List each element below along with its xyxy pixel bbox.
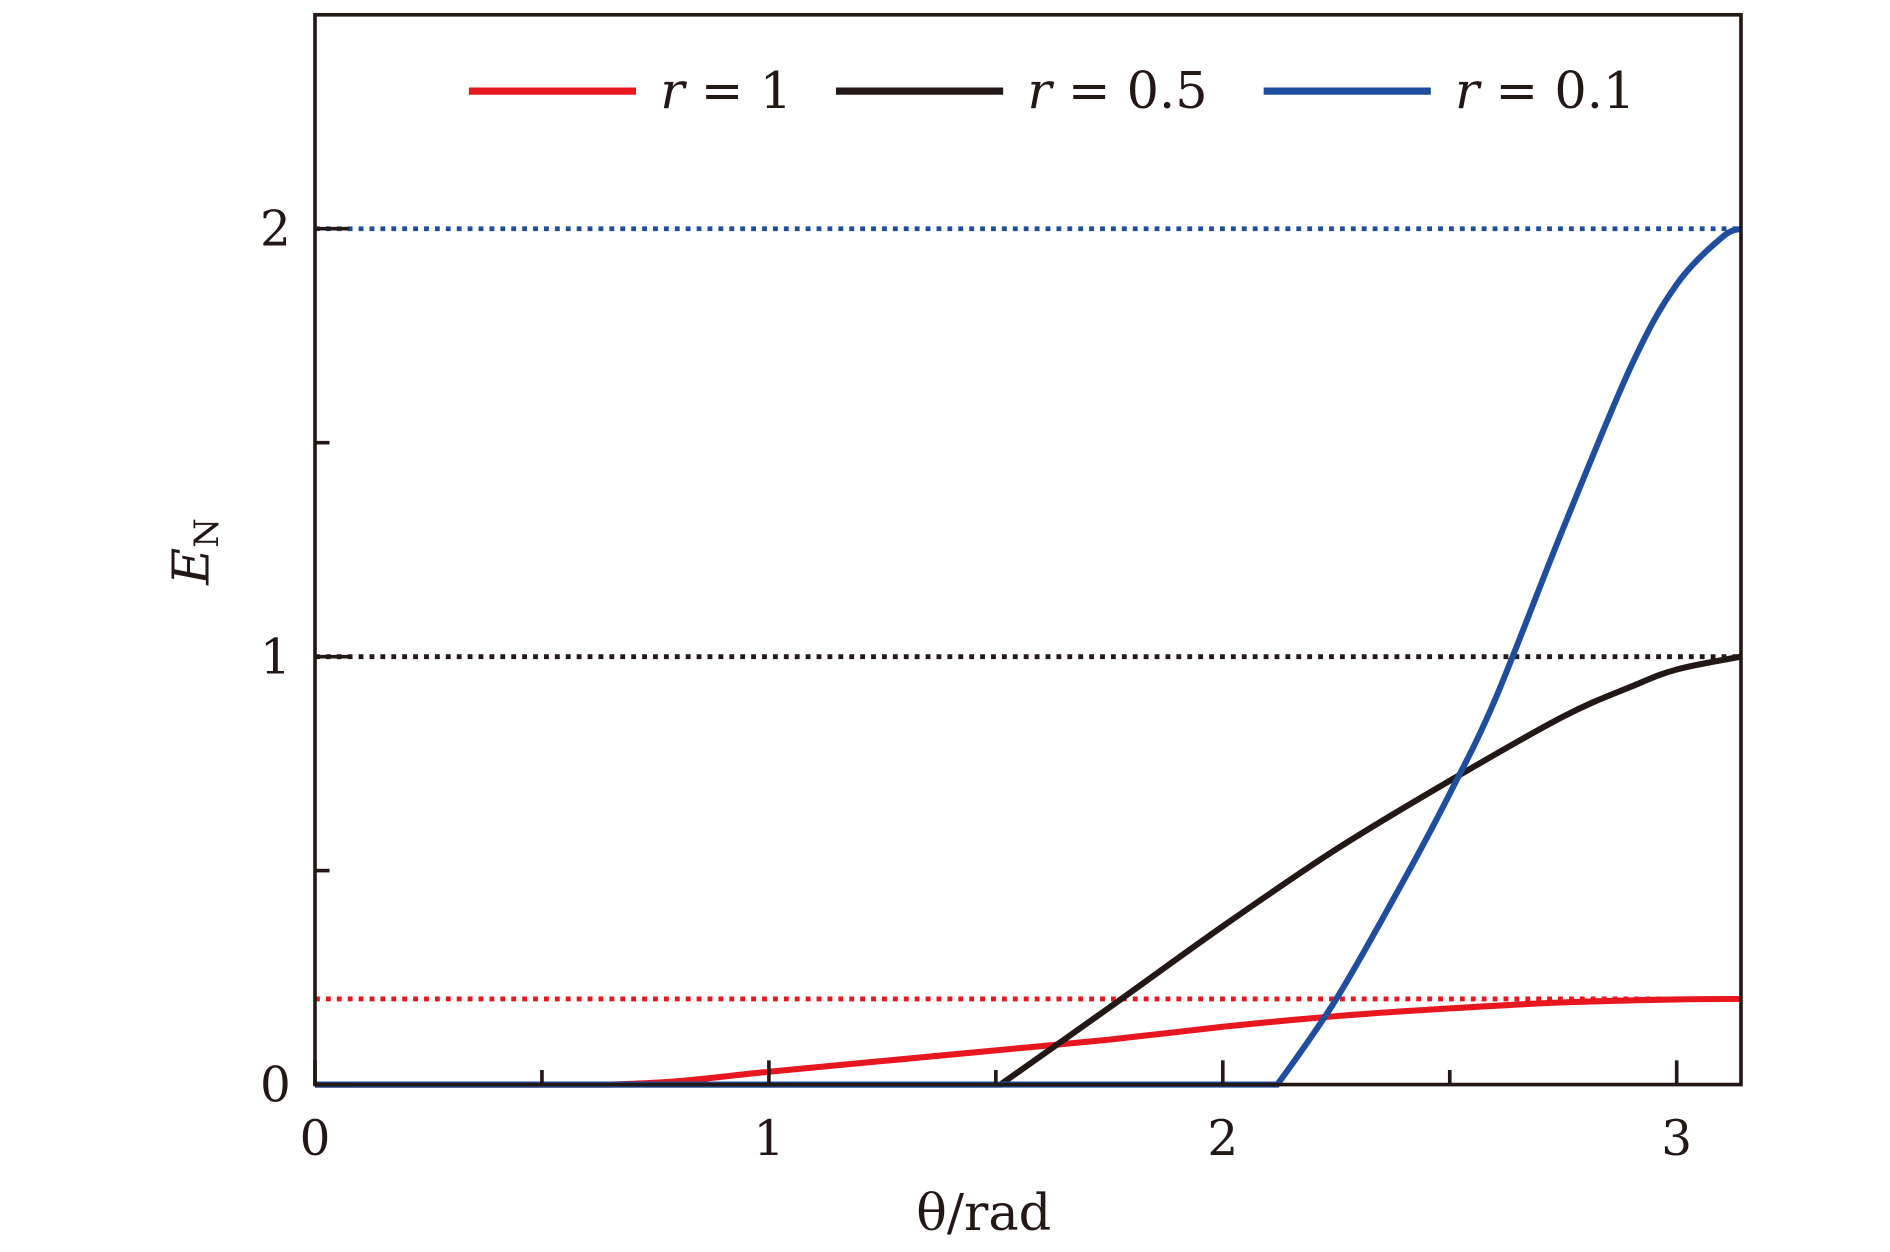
legend-item: r = 0.1: [1263, 61, 1635, 120]
series-line-0: [315, 995, 1742, 1088]
series-line-1: [315, 653, 1742, 1088]
x-tick-labels: 0 1 2 3: [300, 1111, 1693, 1167]
x-tick-label: 2: [1207, 1111, 1238, 1167]
y-axis-label: EN: [161, 518, 226, 586]
x-tick-label: 0: [300, 1111, 331, 1167]
legend: r = 1 r = 0.5 r = 0.1: [468, 61, 1635, 120]
asymptote-lines: [315, 226, 1741, 1002]
x-tick-label: 1: [753, 1111, 784, 1167]
x-tick-label: 3: [1661, 1111, 1692, 1167]
y-tick-label: 1: [260, 630, 291, 686]
y-tick-label: 0: [260, 1058, 291, 1114]
legend-label: r = 1: [660, 61, 792, 120]
svg-text:EN: EN: [161, 518, 226, 586]
y-tick-labels: 0 1 2: [260, 202, 291, 1114]
y-tick-label: 2: [260, 202, 291, 258]
legend-item: r = 1: [468, 61, 792, 120]
legend-label: r = 0.5: [1027, 61, 1207, 120]
series-line-2: [315, 225, 1743, 1088]
legend-item: r = 0.5: [835, 61, 1208, 120]
legend-label: r = 0.1: [1455, 61, 1635, 120]
y-axis-label-sub: N: [187, 518, 226, 548]
y-axis-label-main: E: [161, 548, 220, 586]
x-axis-label: θ/rad: [916, 1183, 1051, 1242]
plot-frame: [313, 12, 1743, 1087]
